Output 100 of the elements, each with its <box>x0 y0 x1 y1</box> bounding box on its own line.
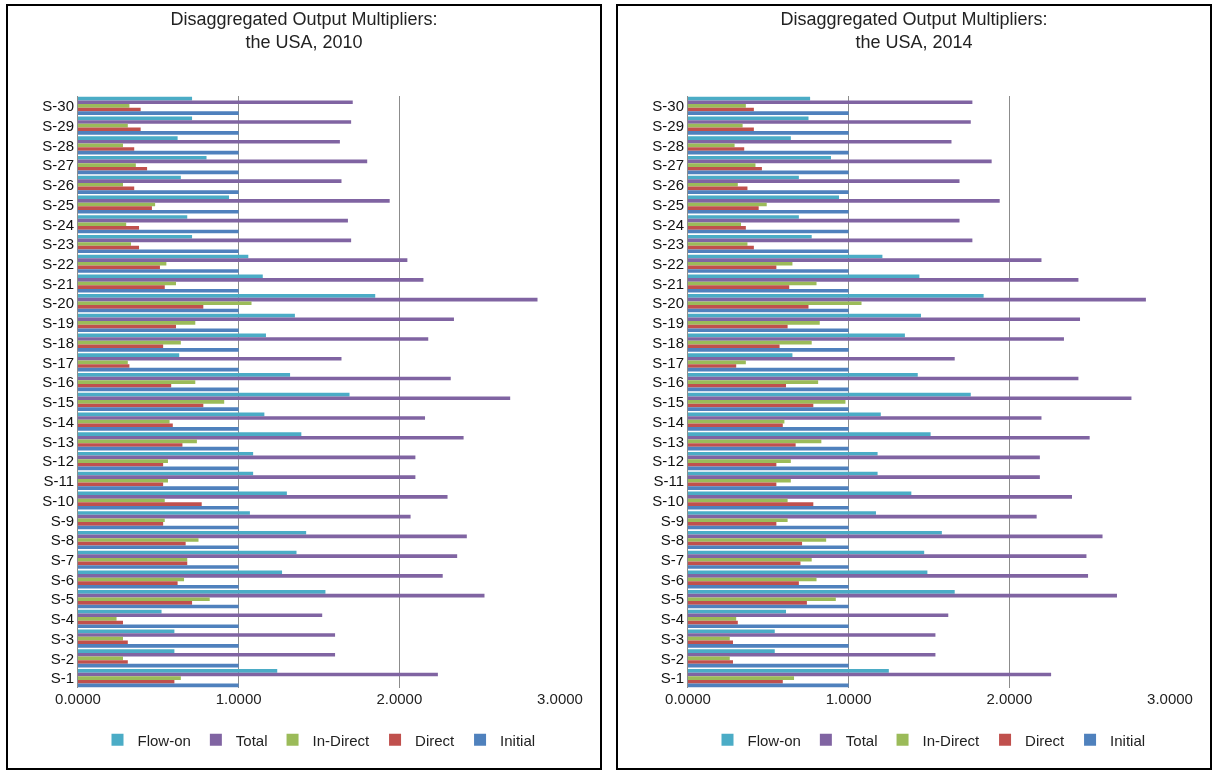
bar <box>688 495 1072 499</box>
bar <box>78 166 148 171</box>
y-tick-label: S-28 <box>652 136 684 154</box>
bar <box>688 451 878 456</box>
y-tick-label: S-5 <box>660 590 684 608</box>
bar <box>78 475 416 479</box>
bar <box>78 633 336 637</box>
bar <box>688 644 849 648</box>
bar <box>688 269 849 273</box>
x-tick-label: 2.0000 <box>986 690 1033 707</box>
y-tick-label: S-6 <box>50 570 74 588</box>
bar <box>78 435 464 440</box>
x-tick-label: 3.0000 <box>537 690 583 707</box>
bar <box>688 581 799 585</box>
bar <box>688 364 737 368</box>
bar <box>78 511 250 515</box>
bar <box>78 617 117 621</box>
bar <box>78 249 239 254</box>
y-tick-label: S-19 <box>652 314 684 332</box>
y-tick-label: S-22 <box>42 254 74 272</box>
bar <box>78 258 408 262</box>
legend-label: Initial <box>1110 731 1146 749</box>
bar <box>78 242 132 246</box>
bar <box>688 321 820 325</box>
y-tick-label: S-10 <box>42 491 74 509</box>
y-tick-label: S-16 <box>652 373 684 391</box>
y-tick-label: S-29 <box>42 116 74 134</box>
bar <box>78 179 342 183</box>
bar <box>688 301 862 306</box>
bar <box>688 518 788 523</box>
y-tick-label: S-21 <box>652 274 684 292</box>
bar <box>688 337 1064 341</box>
y-tick-label: S-26 <box>652 176 684 194</box>
bar <box>688 633 936 637</box>
bar <box>688 353 793 357</box>
legend-label: Initial <box>500 731 536 749</box>
bar <box>688 163 756 167</box>
bar <box>688 104 746 108</box>
bar <box>688 215 799 219</box>
bar <box>688 234 812 239</box>
bar <box>78 305 204 309</box>
bar <box>78 261 167 266</box>
bar <box>688 649 775 653</box>
bar <box>688 407 849 411</box>
bar <box>688 166 762 171</box>
bar <box>688 617 737 621</box>
bar <box>688 601 807 605</box>
bar <box>78 127 141 132</box>
y-tick-label: S-7 <box>660 550 684 568</box>
bar <box>688 400 846 404</box>
bar <box>78 215 188 219</box>
bar <box>688 242 748 246</box>
y-tick-label: S-7 <box>50 550 74 568</box>
bar <box>688 613 949 618</box>
bar <box>78 120 352 124</box>
bar <box>78 565 239 569</box>
bar <box>688 522 777 526</box>
bar <box>688 195 840 200</box>
bar <box>688 278 1079 282</box>
legend-label: Direct <box>415 731 456 749</box>
bar <box>78 613 323 618</box>
bar <box>688 136 791 140</box>
bar <box>688 486 849 490</box>
bar <box>78 206 152 210</box>
y-tick-label: S-14 <box>42 412 74 430</box>
y-tick-label: S-16 <box>42 373 74 391</box>
bar <box>688 226 746 230</box>
bar <box>78 337 429 341</box>
bar <box>78 451 254 456</box>
bar <box>688 565 849 569</box>
bar <box>78 344 164 349</box>
bar <box>78 356 342 361</box>
bar <box>78 530 307 535</box>
y-tick-label: S-29 <box>652 116 684 134</box>
bar <box>78 522 164 526</box>
bar <box>688 679 783 684</box>
bar <box>78 147 135 151</box>
legend-label: Total <box>845 731 878 749</box>
bar <box>688 222 742 227</box>
bar <box>688 462 777 467</box>
bar <box>78 660 128 664</box>
legend-label: In-Direct <box>312 731 371 749</box>
y-tick-label: S-20 <box>42 294 74 312</box>
bar <box>78 321 196 325</box>
bar <box>78 557 188 562</box>
bar <box>78 400 225 404</box>
y-tick-label: S-15 <box>652 393 684 411</box>
bar <box>78 518 165 523</box>
bar <box>688 131 849 135</box>
bar <box>688 459 791 463</box>
y-tick-label: S-14 <box>652 412 684 430</box>
bar <box>688 199 1000 203</box>
bar <box>78 348 239 352</box>
bar <box>688 155 831 160</box>
bar <box>688 511 876 515</box>
bar <box>688 261 793 266</box>
y-tick-label: S-17 <box>42 353 74 371</box>
bar <box>688 624 849 629</box>
bar <box>78 407 239 411</box>
y-tick-label: S-27 <box>652 156 684 174</box>
